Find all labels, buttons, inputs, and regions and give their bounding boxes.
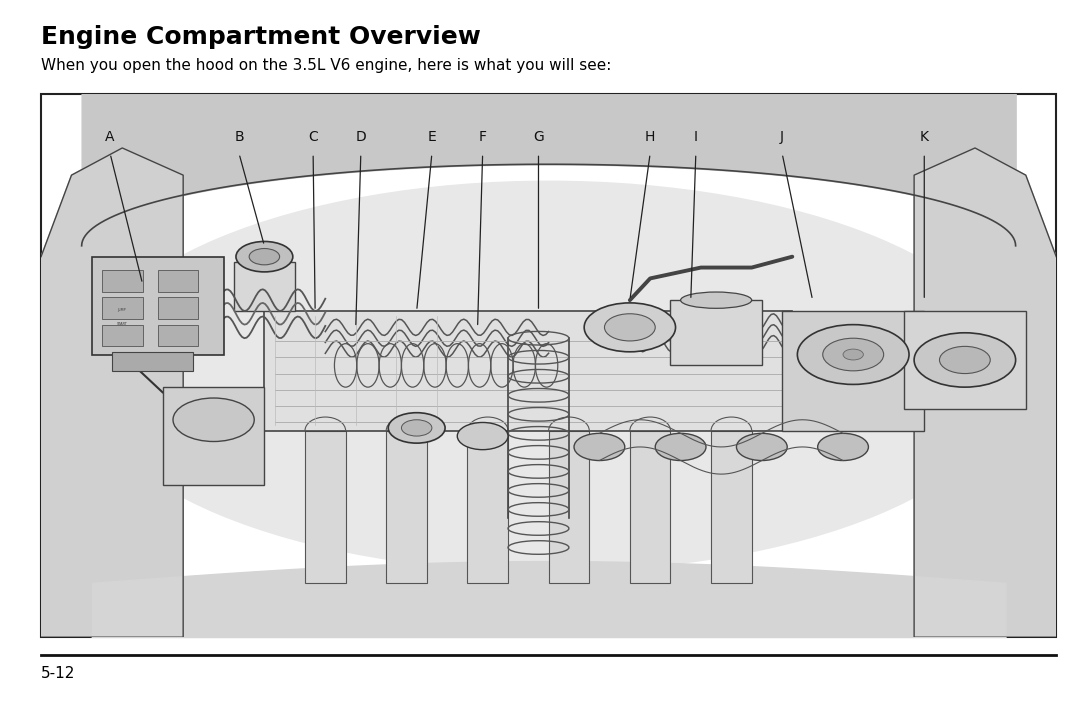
Bar bbox=[112, 352, 193, 371]
Circle shape bbox=[575, 433, 624, 461]
Circle shape bbox=[605, 314, 656, 341]
Circle shape bbox=[173, 398, 254, 441]
Circle shape bbox=[818, 433, 868, 461]
Bar bbox=[158, 325, 199, 346]
Text: B: B bbox=[234, 130, 244, 144]
Circle shape bbox=[388, 413, 445, 443]
Circle shape bbox=[457, 423, 508, 450]
Circle shape bbox=[235, 241, 293, 272]
Text: G: G bbox=[534, 130, 544, 144]
Bar bbox=[265, 311, 793, 431]
Bar bbox=[158, 270, 199, 292]
Circle shape bbox=[656, 433, 706, 461]
Polygon shape bbox=[914, 148, 1056, 637]
Bar bbox=[41, 94, 1056, 637]
Ellipse shape bbox=[82, 181, 1015, 572]
Bar bbox=[387, 431, 427, 583]
Bar bbox=[163, 387, 265, 485]
Text: I: I bbox=[693, 130, 698, 144]
Polygon shape bbox=[41, 148, 184, 637]
Text: F: F bbox=[478, 130, 487, 144]
Text: START: START bbox=[118, 322, 129, 325]
Circle shape bbox=[843, 349, 863, 360]
Circle shape bbox=[940, 346, 990, 374]
Bar bbox=[102, 297, 143, 319]
Bar bbox=[904, 311, 1026, 409]
Bar bbox=[102, 325, 143, 346]
Circle shape bbox=[914, 333, 1015, 387]
Ellipse shape bbox=[680, 292, 752, 308]
Text: J: J bbox=[780, 130, 784, 144]
Bar bbox=[468, 431, 508, 583]
Bar bbox=[92, 256, 224, 354]
Text: C: C bbox=[308, 130, 318, 144]
Bar bbox=[102, 270, 143, 292]
Text: D: D bbox=[355, 130, 366, 144]
Bar bbox=[630, 431, 671, 583]
Text: E: E bbox=[428, 130, 436, 144]
Bar bbox=[549, 431, 590, 583]
Bar bbox=[158, 297, 199, 319]
Circle shape bbox=[823, 338, 883, 371]
Text: 5-12: 5-12 bbox=[41, 666, 76, 681]
Text: When you open the hood on the 3.5L V6 engine, here is what you will see:: When you open the hood on the 3.5L V6 en… bbox=[41, 58, 611, 73]
Circle shape bbox=[249, 248, 280, 265]
Circle shape bbox=[797, 325, 909, 384]
Bar bbox=[305, 431, 346, 583]
Text: Engine Compartment Overview: Engine Compartment Overview bbox=[41, 25, 481, 49]
Text: A: A bbox=[106, 130, 114, 144]
Circle shape bbox=[584, 303, 676, 352]
Bar bbox=[671, 300, 761, 365]
Circle shape bbox=[737, 433, 787, 461]
Bar bbox=[234, 262, 295, 311]
Text: K: K bbox=[920, 130, 929, 144]
Bar bbox=[711, 431, 752, 583]
Bar bbox=[782, 311, 924, 431]
Text: H: H bbox=[645, 130, 656, 144]
Text: JUMP: JUMP bbox=[118, 308, 125, 312]
Circle shape bbox=[402, 420, 432, 436]
